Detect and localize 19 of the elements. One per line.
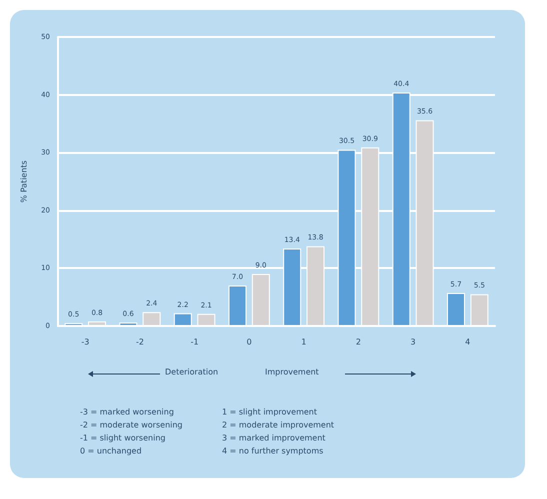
x-tick-label: 1 [301, 338, 306, 346]
text: 3 = marked improvement [222, 434, 326, 442]
x-tick-label: 2 [356, 338, 361, 346]
text: 2 = moderate improvement [222, 420, 334, 430]
text: 4 = no further symptoms [222, 446, 324, 456]
x-tick-label: -2 [136, 338, 144, 346]
x-tick-label: 4 [465, 338, 470, 346]
x-tick-label: 3 [410, 338, 416, 346]
text: 1 = slight improvement [222, 408, 317, 416]
x-tick-label: 0 [246, 338, 252, 346]
text: -2 = moderate worsening [80, 420, 183, 430]
x-tick-label: -3 [81, 338, 90, 346]
text: -3 = marked worsening [80, 408, 174, 416]
text: 0 = unchanged [80, 446, 142, 456]
x-tick-label: -1 [190, 338, 199, 346]
text: -1 = slight worsening [80, 434, 166, 442]
text: Deterioration [165, 368, 218, 376]
text: Improvement [265, 368, 319, 376]
y-axis-title: % Patients [20, 160, 28, 203]
